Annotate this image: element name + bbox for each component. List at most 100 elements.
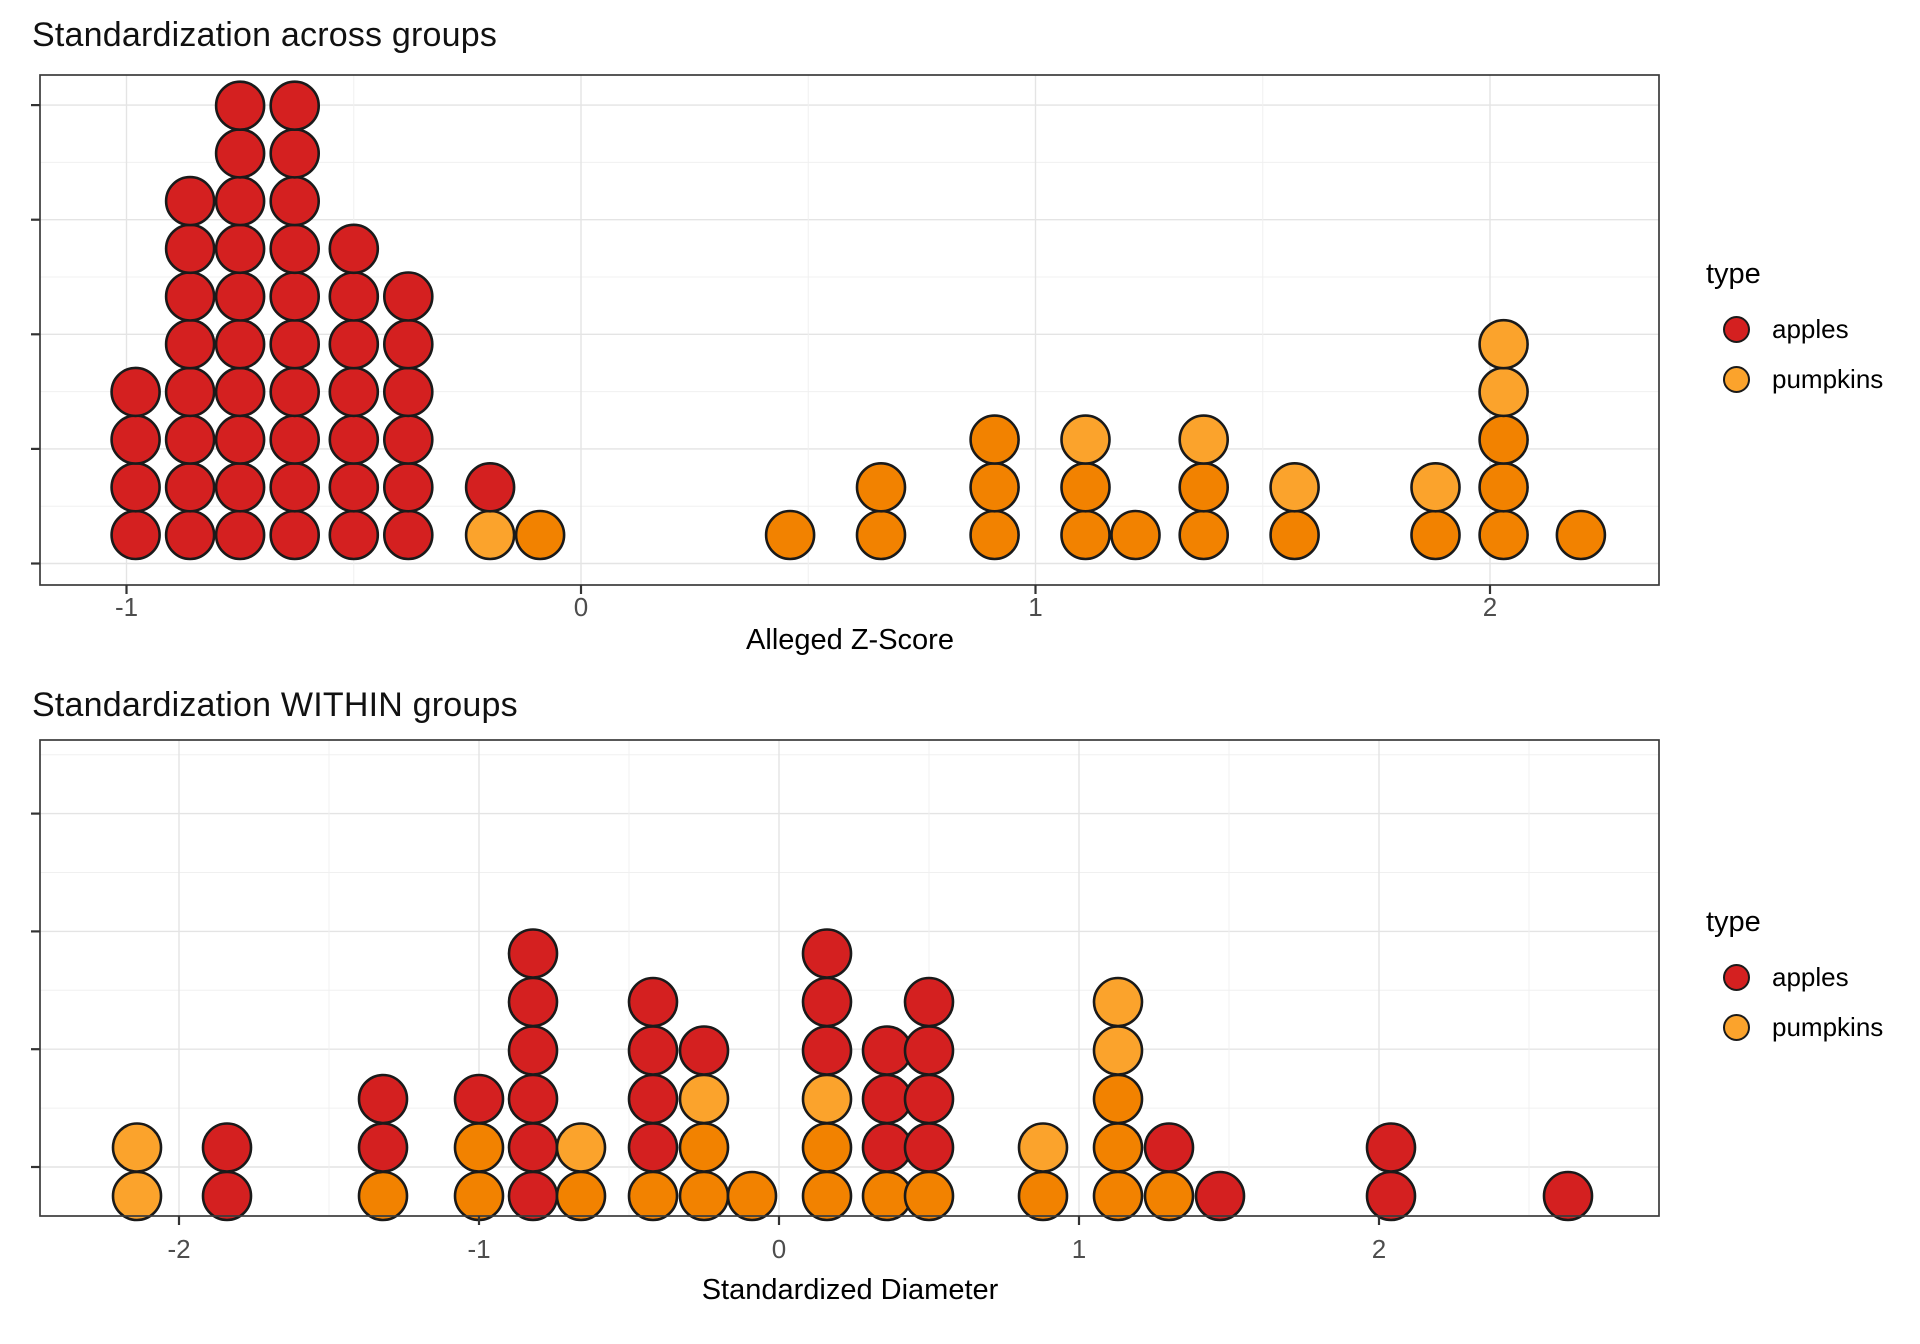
legend-title: type: [1706, 906, 1761, 938]
data-dot-pumpkin: [764, 509, 816, 561]
data-dot-pumpkin: [1178, 509, 1229, 561]
data-dot-apple: [903, 1025, 955, 1076]
data-dot-pumpkin: [555, 1170, 607, 1222]
data-dot-apple: [507, 976, 559, 1028]
data-dot-apple: [678, 1025, 730, 1076]
data-dot-pumpkin: [1410, 509, 1461, 561]
data-dot-apple: [164, 461, 216, 513]
x-tick-label: 1: [1071, 1234, 1087, 1264]
data-dot-apple: [903, 1122, 955, 1173]
data-dot-apple: [801, 1025, 853, 1076]
data-dot-apple: [214, 223, 266, 275]
data-dot-pumpkin_light: [801, 1073, 853, 1125]
legend-label-apples: apples: [1772, 961, 1849, 992]
data-dot-apple: [164, 509, 216, 561]
x-tick-label: 2: [1371, 1234, 1387, 1264]
data-dot-pumpkin_light: [1017, 1122, 1069, 1173]
data-dot-pumpkin: [1092, 1073, 1144, 1125]
data-dot-apple: [214, 271, 266, 322]
data-dot-apple: [507, 928, 559, 979]
data-dot-apple: [269, 509, 321, 561]
data-dot-pumpkin_light: [1410, 461, 1461, 513]
data-dot-pumpkin: [1092, 1170, 1144, 1222]
data-dot-apple: [214, 318, 266, 370]
data-dot-apple: [164, 318, 216, 370]
data-dot-apple: [507, 1170, 559, 1222]
data-dot-apple: [214, 175, 266, 227]
data-dot-apple: [1365, 1122, 1417, 1173]
data-dot-pumpkin_light: [1178, 414, 1229, 465]
data-dot-pumpkin: [678, 1122, 730, 1173]
x-tick-label: 2: [1482, 592, 1498, 622]
data-dot-apple: [382, 318, 434, 370]
data-dot-apple: [1365, 1170, 1417, 1222]
data-dot-pumpkin: [855, 461, 907, 513]
data-dot-apple: [269, 271, 321, 322]
legend-plot1: type apples pumpkins: [1706, 256, 1920, 404]
data-dot-apple: [507, 1073, 559, 1125]
data-dot-apple: [801, 976, 853, 1028]
data-dot-pumpkin_light: [111, 1122, 163, 1173]
data-dot-pumpkin: [627, 1170, 679, 1222]
legend-plot2: type apples pumpkins: [1706, 904, 1920, 1052]
legend-item-pumpkins: pumpkins: [1706, 1002, 1920, 1052]
data-dot-pumpkin: [1478, 509, 1529, 561]
data-dot-pumpkin: [969, 461, 1020, 513]
data-dot-apple: [382, 271, 434, 322]
data-dot-apple: [110, 461, 161, 513]
data-dot-apple: [269, 366, 321, 418]
data-dot-apple: [110, 414, 161, 465]
data-dot-apple: [328, 509, 380, 561]
legend-item-apples: apples: [1706, 952, 1920, 1002]
data-dot-apple: [201, 1122, 253, 1173]
data-dot-apple: [269, 414, 321, 465]
data-dot-apple: [328, 271, 380, 322]
data-dot-apple: [214, 414, 266, 465]
data-dot-pumpkin: [1478, 414, 1529, 465]
data-dot-pumpkin_light: [555, 1122, 607, 1173]
data-dot-apple: [328, 223, 380, 275]
data-dot-apple: [328, 318, 380, 370]
data-dot-apple: [164, 175, 216, 227]
data-dot-apple: [357, 1073, 409, 1125]
data-dot-pumpkin_light: [1269, 461, 1320, 513]
data-dot-apple: [214, 80, 266, 131]
data-dot-pumpkin_light: [678, 1073, 730, 1125]
data-dot-apple: [328, 414, 380, 465]
data-dot-pumpkin: [1110, 509, 1161, 561]
data-dot-apple: [507, 1025, 559, 1076]
data-dot-apple: [1194, 1170, 1246, 1222]
data-dot-apple: [269, 461, 321, 513]
data-dot-apple: [627, 1122, 679, 1173]
data-dot-apple: [801, 928, 853, 979]
data-dot-pumpkin_light: [1478, 366, 1529, 418]
data-dot-pumpkin: [1269, 509, 1320, 561]
data-dot-pumpkin: [1060, 509, 1111, 561]
data-dot-pumpkin: [726, 1170, 778, 1222]
x-tick-label: 0: [771, 1234, 787, 1264]
data-dot-apple: [269, 318, 321, 370]
legend-item-pumpkins: pumpkins: [1706, 354, 1920, 404]
data-dot-pumpkin: [969, 414, 1020, 465]
data-dot-apple: [269, 128, 321, 179]
data-dot-apple: [453, 1073, 505, 1125]
data-dot-pumpkin_light: [1478, 318, 1529, 370]
data-dot-pumpkin: [1478, 461, 1529, 513]
data-dot-apple: [357, 1122, 409, 1173]
data-dot-apple: [110, 509, 161, 561]
data-dot-pumpkin: [855, 509, 907, 561]
data-dot-apple: [269, 80, 321, 131]
legend-label-pumpkins: pumpkins: [1772, 1011, 1884, 1042]
data-dot-apple: [214, 128, 266, 179]
data-dot-pumpkin: [1555, 509, 1607, 561]
legend-label-pumpkins: pumpkins: [1772, 363, 1884, 394]
x-tick-label: -2: [167, 1234, 191, 1264]
data-dot-pumpkin_light: [1092, 1025, 1144, 1076]
data-dot-apple: [903, 1073, 955, 1125]
x-tick-label: 0: [573, 592, 589, 622]
apples-key-dot-icon: [1723, 963, 1750, 991]
apples-key-dot-icon: [1723, 315, 1750, 343]
data-dot-apple: [164, 271, 216, 322]
data-dot-apple: [269, 223, 321, 275]
data-dot-apple: [464, 461, 516, 513]
